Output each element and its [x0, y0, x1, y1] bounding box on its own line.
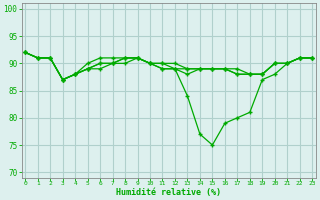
X-axis label: Humidité relative (%): Humidité relative (%): [116, 188, 221, 197]
